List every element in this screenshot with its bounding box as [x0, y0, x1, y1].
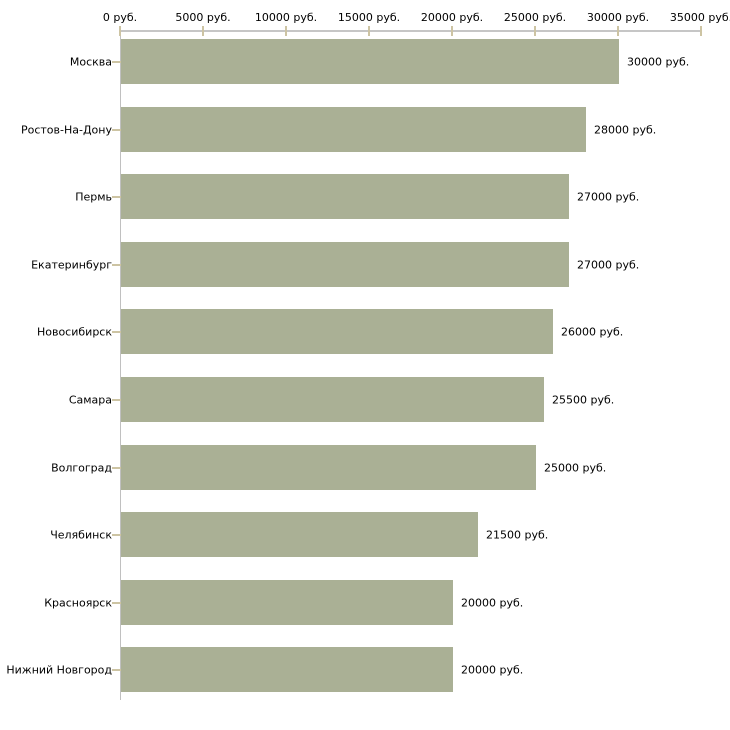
- x-axis-tick-label: 35000 руб.: [669, 11, 730, 24]
- category-label: Москва: [69, 55, 112, 68]
- value-label: 28000 руб.: [594, 123, 657, 136]
- category-label: Пермь: [75, 190, 112, 203]
- bar: [121, 445, 536, 490]
- category-tick-mark: [112, 195, 121, 198]
- category-tick-mark: [112, 60, 121, 63]
- value-label: 27000 руб.: [577, 190, 640, 203]
- x-axis-tick-label: 20000 руб.: [420, 11, 484, 24]
- bar-row: Пермь 27000 руб.: [0, 174, 730, 219]
- x-axis-tick-mark: [368, 26, 370, 36]
- bar: [121, 309, 553, 354]
- bar: [121, 377, 544, 422]
- x-axis-tick-mark: [451, 26, 453, 36]
- x-axis-tick-mark: [534, 26, 536, 36]
- x-axis-tick-mark: [202, 26, 204, 36]
- value-label: 21500 руб.: [486, 528, 549, 541]
- value-label: 25000 руб.: [544, 461, 607, 474]
- category-label: Красноярск: [44, 596, 112, 609]
- category-label: Новосибирск: [36, 325, 112, 338]
- value-label: 30000 руб.: [627, 55, 690, 68]
- category-label: Челябинск: [50, 528, 112, 541]
- category-tick-mark: [112, 668, 121, 671]
- value-label: 27000 руб.: [577, 258, 640, 271]
- value-label: 26000 руб.: [561, 325, 624, 338]
- x-axis-tick-label: 15000 руб.: [337, 11, 401, 24]
- bar: [121, 647, 453, 692]
- bar-row: Екатеринбург 27000 руб.: [0, 242, 730, 287]
- category-label: Ростов-На-Дону: [20, 123, 112, 136]
- x-axis-tick-mark: [285, 26, 287, 36]
- y-axis-line: [120, 30, 121, 700]
- category-label: Екатеринбург: [31, 258, 112, 271]
- x-axis-tick-label: 10000 руб.: [254, 11, 318, 24]
- category-tick-mark: [112, 263, 121, 266]
- bar: [121, 39, 619, 84]
- bar: [121, 242, 569, 287]
- x-axis-line: [120, 30, 701, 32]
- bar: [121, 512, 478, 557]
- bar: [121, 580, 453, 625]
- x-axis-tick-label: 30000 руб.: [586, 11, 650, 24]
- bar-row: Челябинск 21500 руб.: [0, 512, 730, 557]
- value-label: 20000 руб.: [461, 663, 524, 676]
- x-axis-tick-mark: [119, 26, 121, 36]
- x-axis-tick-mark: [700, 26, 702, 36]
- bar-row: Новосибирск 26000 руб.: [0, 309, 730, 354]
- x-axis-tick-mark: [617, 26, 619, 36]
- bar-row: Нижний Новгород 20000 руб.: [0, 647, 730, 692]
- bar-row: Волгоград 25000 руб.: [0, 445, 730, 490]
- bar-row: Москва 30000 руб.: [0, 39, 730, 84]
- bar-row: Ростов-На-Дону 28000 руб.: [0, 107, 730, 152]
- category-label: Самара: [68, 393, 112, 406]
- category-tick-mark: [112, 601, 121, 604]
- value-label: 25500 руб.: [552, 393, 615, 406]
- bar-row: Красноярск 20000 руб.: [0, 580, 730, 625]
- x-axis-tick-label: 0 руб.: [102, 11, 138, 24]
- category-label: Волгоград: [51, 461, 112, 474]
- category-tick-mark: [112, 466, 121, 469]
- category-label: Нижний Новгород: [6, 663, 112, 676]
- bar: [121, 174, 569, 219]
- x-axis-tick-label: 25000 руб.: [503, 11, 567, 24]
- category-tick-mark: [112, 398, 121, 401]
- value-label: 20000 руб.: [461, 596, 524, 609]
- bar-row: Самара 25500 руб.: [0, 377, 730, 422]
- bar: [121, 107, 586, 152]
- x-axis-tick-label: 5000 руб.: [175, 11, 231, 24]
- category-tick-mark: [112, 533, 121, 536]
- category-tick-mark: [112, 128, 121, 131]
- category-tick-mark: [112, 330, 121, 333]
